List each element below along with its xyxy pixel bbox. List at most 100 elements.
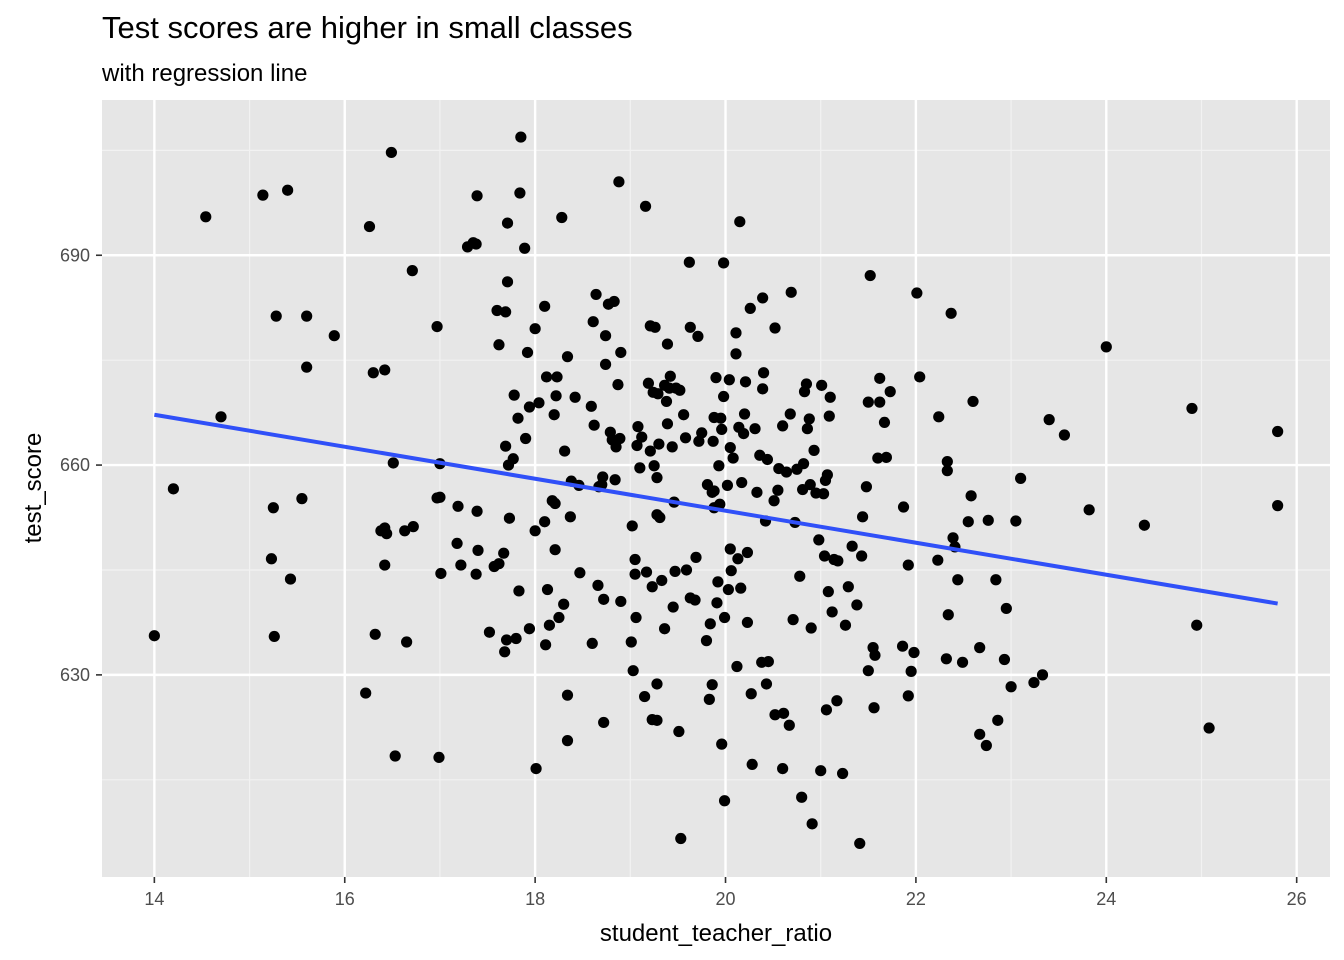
data-point	[661, 418, 674, 430]
data-point	[736, 476, 748, 489]
data-point	[751, 486, 763, 498]
data-point	[941, 465, 953, 477]
data-point	[1010, 515, 1022, 527]
data-point	[725, 565, 737, 577]
data-point	[816, 379, 828, 391]
data-point	[530, 762, 542, 775]
data-point	[902, 690, 914, 702]
data-point	[735, 582, 747, 594]
data-point	[874, 396, 886, 408]
data-point	[642, 377, 655, 389]
data-point	[510, 632, 522, 645]
data-point	[360, 687, 372, 699]
data-point	[632, 421, 644, 433]
data-point	[651, 714, 663, 726]
data-point	[714, 498, 726, 510]
data-point	[716, 738, 728, 750]
data-point	[815, 765, 827, 777]
data-point	[553, 611, 565, 624]
data-point	[550, 390, 562, 402]
data-point	[804, 479, 816, 491]
data-point	[608, 295, 620, 308]
data-point	[541, 583, 554, 596]
data-point	[704, 618, 716, 630]
data-point	[561, 735, 574, 747]
y-tick-label: 660	[60, 455, 90, 475]
data-point	[549, 497, 561, 510]
x-tick-label: 16	[335, 889, 355, 909]
data-point	[435, 567, 447, 580]
x-tick-label: 18	[525, 889, 545, 909]
data-point	[941, 455, 953, 468]
data-point	[911, 287, 923, 299]
data-point	[862, 396, 874, 408]
data-point	[455, 559, 467, 571]
data-point	[800, 378, 813, 390]
data-point	[1005, 681, 1017, 693]
data-point	[712, 576, 724, 588]
data-point	[500, 634, 513, 646]
data-point	[369, 628, 381, 640]
data-point	[543, 619, 556, 631]
data-point	[512, 412, 524, 424]
data-point	[1015, 472, 1027, 484]
data-point	[761, 453, 774, 466]
data-point	[741, 546, 754, 559]
data-point	[493, 558, 505, 570]
data-point	[523, 401, 536, 413]
data-point	[500, 306, 512, 318]
data-point	[678, 409, 690, 421]
data-point	[839, 619, 852, 631]
data-point	[856, 511, 869, 523]
data-point	[813, 534, 825, 546]
data-point	[363, 220, 376, 233]
data-point	[381, 528, 393, 540]
data-point	[862, 665, 874, 677]
data-point	[905, 665, 917, 677]
data-point	[718, 795, 731, 807]
data-point	[520, 432, 532, 445]
data-point	[741, 616, 754, 629]
data-point	[265, 553, 278, 565]
data-point	[629, 568, 641, 580]
data-point	[501, 276, 514, 288]
data-point	[721, 479, 734, 491]
data-point	[660, 395, 673, 408]
data-point	[724, 441, 736, 454]
data-point	[992, 714, 1004, 726]
data-point	[471, 190, 483, 202]
data-point	[540, 639, 552, 651]
data-point	[769, 709, 781, 721]
data-point	[783, 719, 795, 731]
chart-subtitle: with regression line	[102, 60, 308, 87]
data-point	[820, 704, 833, 716]
data-point	[965, 490, 977, 502]
data-point	[675, 832, 687, 845]
data-point	[718, 611, 731, 624]
data-point	[612, 379, 624, 391]
data-point	[718, 257, 730, 269]
data-point	[574, 567, 586, 579]
data-point	[379, 364, 391, 376]
data-point	[270, 310, 282, 322]
data-point	[614, 432, 626, 445]
data-point	[491, 304, 503, 317]
data-point	[826, 606, 838, 618]
data-point	[634, 462, 646, 474]
data-point	[301, 361, 313, 373]
data-point	[498, 547, 510, 559]
data-point	[523, 623, 536, 635]
data-point	[267, 502, 279, 514]
data-point	[1100, 341, 1112, 353]
data-point	[731, 660, 743, 673]
data-point	[507, 453, 519, 465]
data-point	[679, 432, 692, 444]
data-point	[548, 409, 560, 421]
y-axis-title: test_score	[20, 433, 47, 544]
data-point	[551, 371, 563, 383]
data-point	[586, 637, 598, 650]
data-point	[824, 391, 836, 403]
data-point	[649, 321, 661, 333]
data-point	[1083, 504, 1095, 516]
data-point	[539, 300, 551, 312]
